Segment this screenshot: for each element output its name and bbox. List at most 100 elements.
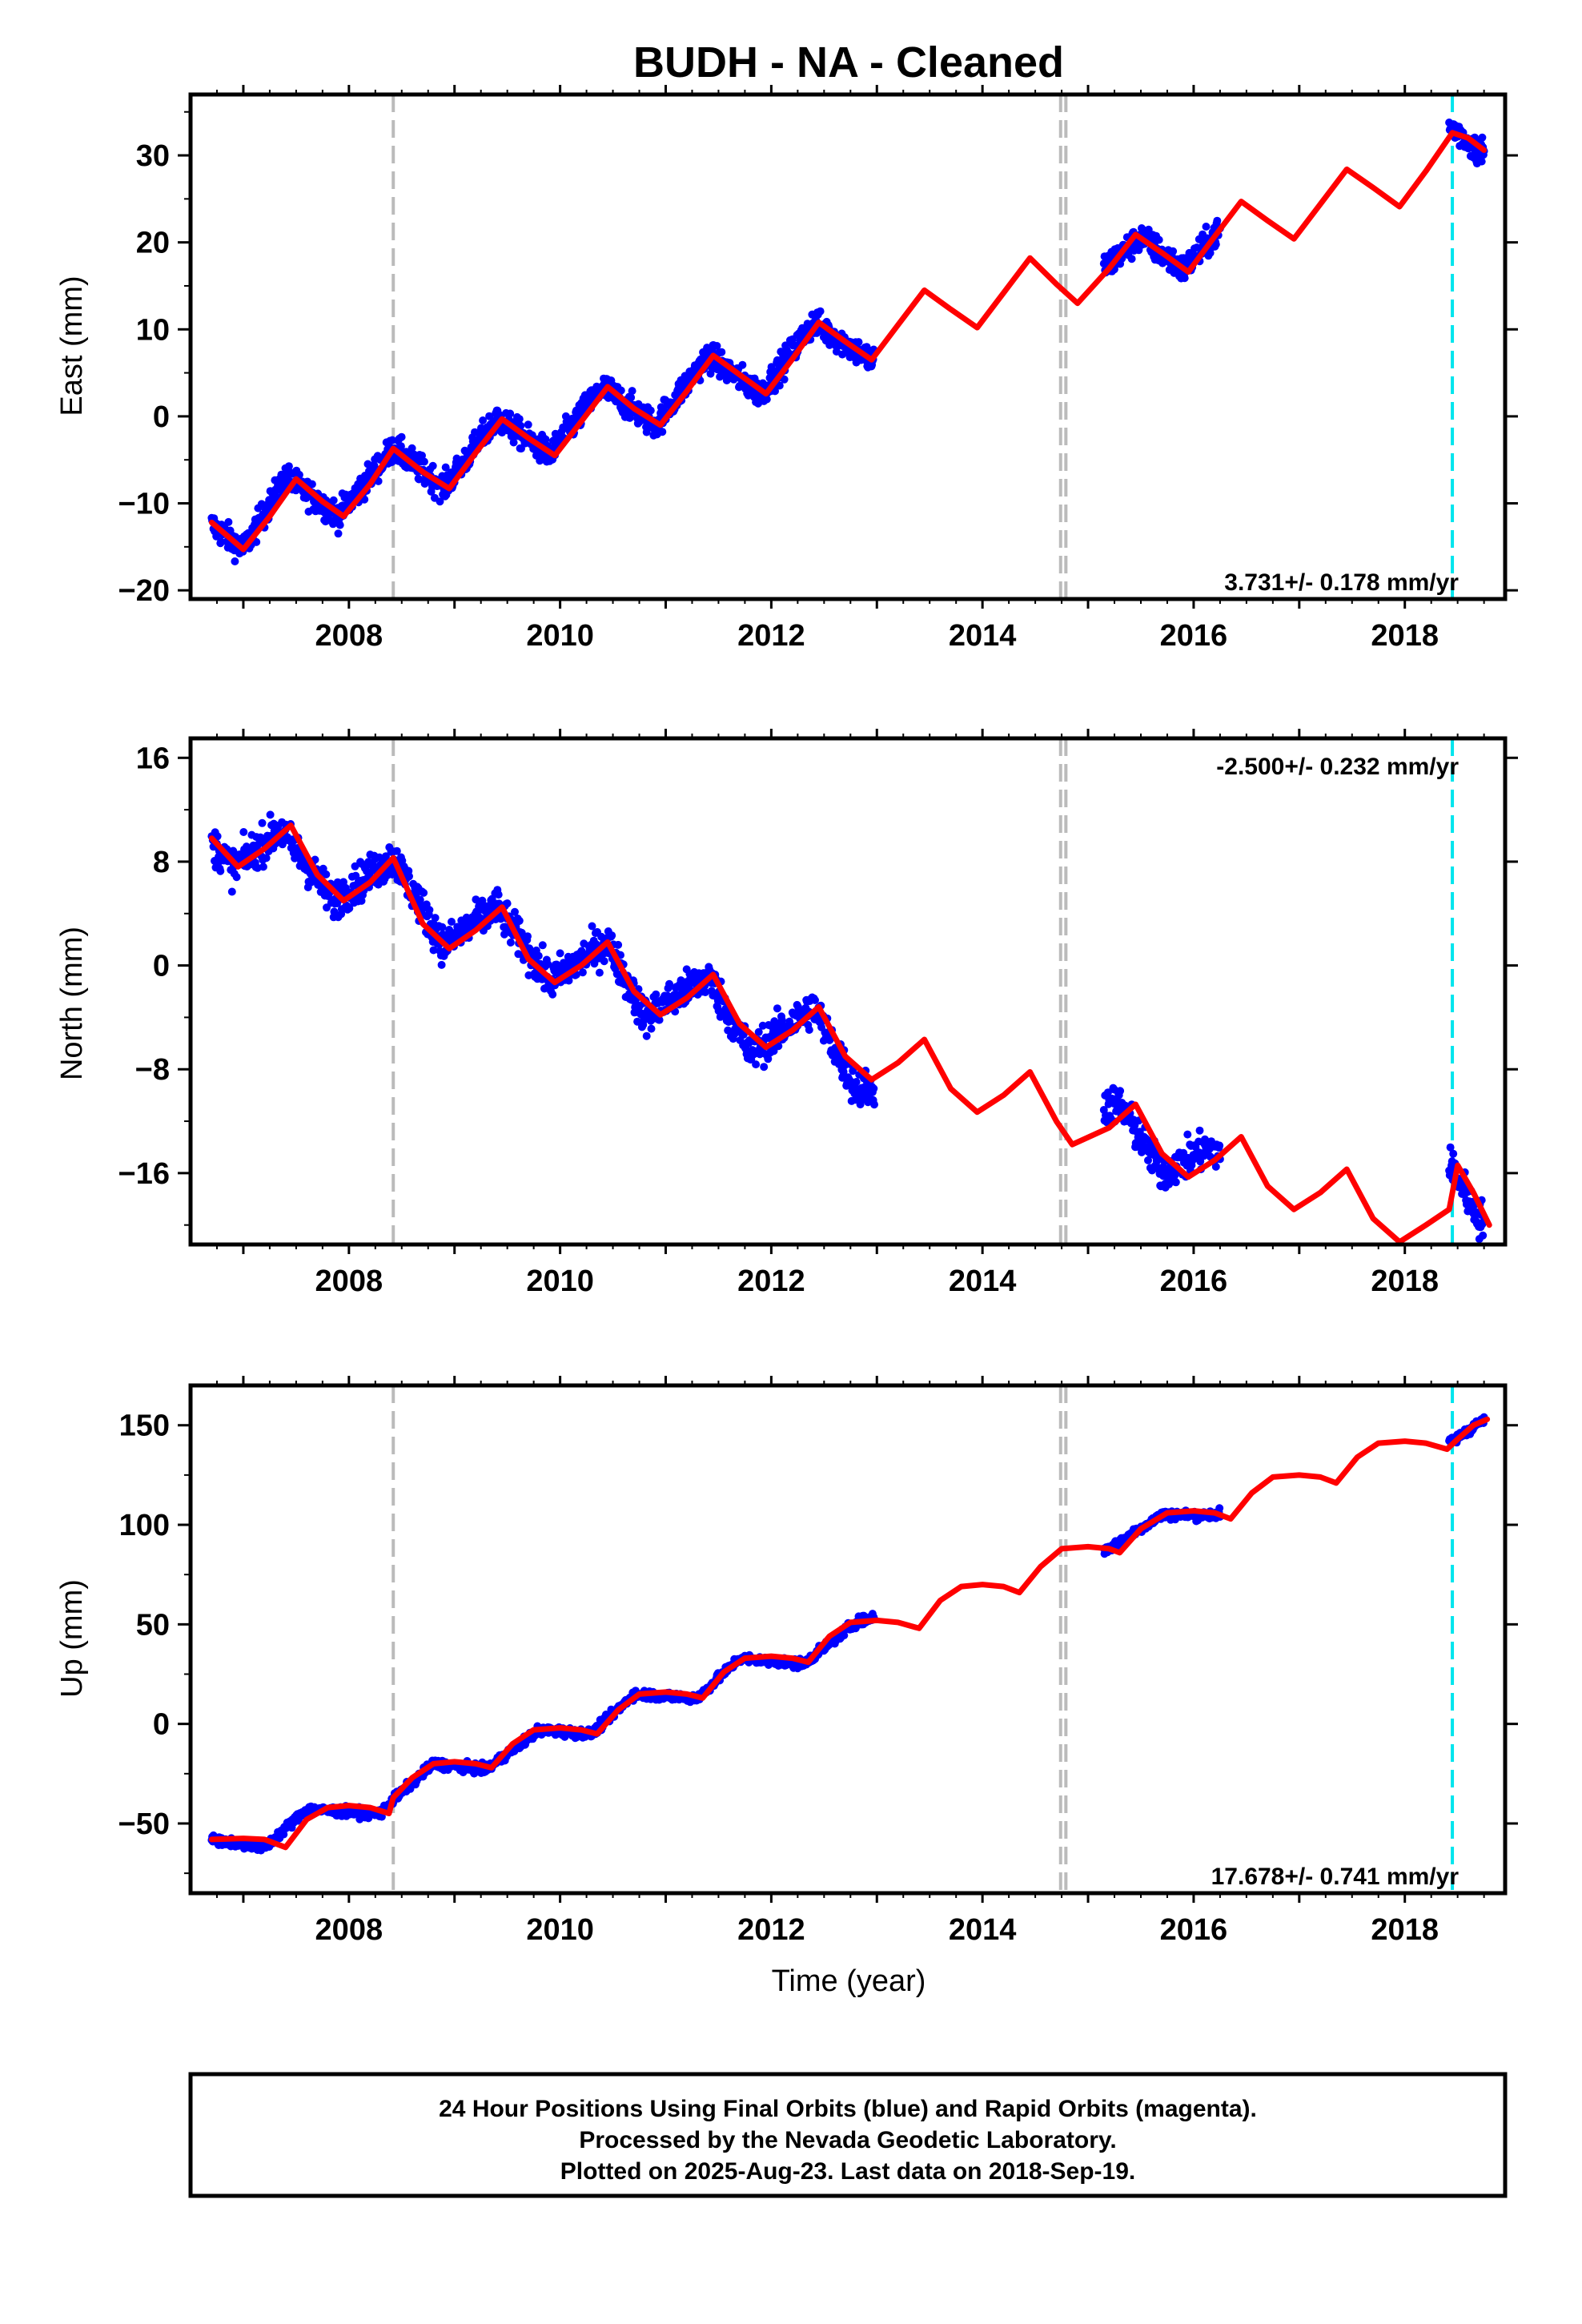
north-data-point	[438, 923, 447, 931]
north-xtick-label-0: 2008	[315, 1265, 383, 1298]
east-data-point	[627, 393, 636, 402]
north-data-point	[1479, 1231, 1488, 1240]
east-ytick-label-1: −10	[118, 488, 170, 521]
east-data-point	[436, 497, 444, 506]
east-data-point	[329, 496, 338, 505]
east-xtick-label-4: 2016	[1160, 619, 1228, 653]
up-panel: Up (mm) −50 0 50 100 150 2008 2010 2012 2014 2016…	[55, 1376, 1518, 1947]
north-data-point	[425, 906, 434, 915]
east-xtick-label-1: 2010	[526, 619, 594, 653]
up-xtick-label-0: 2008	[315, 1913, 383, 1947]
east-data-point	[1211, 240, 1220, 249]
north-data-point	[405, 872, 413, 881]
north-rate-label: -2.500+/- 0.232 mm/yr	[1216, 754, 1459, 780]
east-data-point	[524, 420, 532, 429]
up-xtick-label-4: 2016	[1160, 1913, 1228, 1947]
north-ylabel: North (mm)	[55, 927, 89, 1080]
east-data-point	[307, 480, 316, 489]
north-data-point	[339, 878, 347, 887]
north-data-point	[556, 949, 564, 958]
east-data-point	[775, 381, 784, 390]
north-data-point	[852, 1078, 861, 1086]
north-data-point	[600, 957, 608, 966]
north-ytick-label-4: 16	[136, 742, 170, 775]
north-data-point	[227, 887, 236, 896]
east-ytick-label-0: −20	[118, 574, 170, 608]
north-data-point	[1449, 1149, 1458, 1158]
north-data-point	[216, 866, 225, 875]
north-xtick-label-1: 2010	[526, 1265, 594, 1298]
up-ytick-label-1: 0	[153, 1708, 170, 1742]
x-axis-label: Time (year)	[772, 1964, 926, 1998]
north-data-point	[351, 862, 359, 870]
east-data-point	[816, 307, 825, 316]
east-data-point	[1478, 133, 1487, 142]
east-ytick-label-4: 20	[136, 227, 170, 260]
east-data-point	[1127, 255, 1136, 263]
north-data-point	[1195, 1126, 1204, 1135]
north-data-point	[333, 878, 342, 887]
east-ytick-label-3: 10	[136, 313, 170, 347]
east-xtick-label-0: 2008	[315, 619, 383, 653]
north-ytick-label-3: 8	[153, 846, 170, 879]
north-xtick-label-5: 2018	[1371, 1265, 1439, 1298]
east-data-point	[415, 475, 424, 484]
east-ylabel: East (mm)	[55, 275, 89, 416]
east-data-point	[479, 416, 488, 424]
north-data-point	[538, 941, 547, 950]
north-data-point	[870, 1100, 878, 1109]
north-frame	[188, 736, 1508, 1247]
north-data-point	[1116, 1087, 1125, 1096]
north-data-point	[652, 990, 661, 999]
north-data-point	[506, 938, 515, 947]
up-xtick-label-5: 2018	[1371, 1913, 1439, 1947]
east-data-point	[420, 457, 428, 466]
north-data-point	[330, 907, 339, 916]
east-data-point	[388, 436, 396, 444]
east-data-point	[217, 537, 225, 546]
east-data-point	[231, 557, 239, 565]
east-data-point	[515, 415, 524, 424]
north-data-point	[647, 1024, 656, 1033]
north-data-point	[232, 873, 241, 882]
up-ytick-label-0: −50	[118, 1807, 170, 1841]
north-data-point	[515, 916, 524, 925]
north-data-point	[1171, 1178, 1180, 1187]
east-data-point	[1169, 247, 1178, 255]
east-rate-label: 3.731+/- 0.178 mm/yr	[1224, 569, 1459, 596]
north-data-point	[614, 940, 623, 949]
north-data-point	[345, 904, 354, 913]
north-ytick-label-2: 0	[153, 950, 170, 983]
east-data-point	[1477, 157, 1486, 166]
north-data-point	[548, 990, 557, 999]
north-data-point	[239, 828, 248, 836]
east-ytick-label-5: 30	[136, 139, 170, 173]
north-data-point	[534, 951, 543, 960]
north-data-point	[752, 1060, 761, 1069]
east-xtick-label-3: 2014	[949, 619, 1017, 653]
east-data-point	[397, 432, 406, 441]
east-data-point	[738, 360, 747, 369]
east-data-point	[1202, 223, 1211, 231]
north-data-point	[431, 914, 440, 923]
footer-line-2: Processed by the Nevada Geodetic Laborat…	[579, 2127, 1116, 2153]
footer-box: 24 Hour Positions Using Final Orbits (bl…	[188, 2072, 1508, 2198]
east-data-point	[1180, 274, 1189, 283]
up-xtick-label-3: 2014	[949, 1913, 1017, 1947]
north-data-point	[773, 1004, 781, 1013]
east-ytick-label-2: 0	[153, 400, 170, 434]
north-data-point	[608, 931, 616, 940]
east-data-point	[335, 521, 344, 529]
east-data-point	[1154, 235, 1163, 244]
north-ytick-label-0: −16	[118, 1157, 170, 1191]
east-data-point	[717, 348, 726, 356]
east-data-point	[408, 444, 416, 452]
up-frame	[188, 1383, 1508, 1896]
east-data-point	[334, 529, 343, 538]
north-data-point	[259, 862, 267, 871]
up-ylabel: Up (mm)	[55, 1579, 89, 1698]
chart-title: BUDH - NA - Cleaned	[633, 38, 1064, 86]
east-data-point	[428, 461, 437, 470]
east-data-point	[628, 387, 636, 396]
